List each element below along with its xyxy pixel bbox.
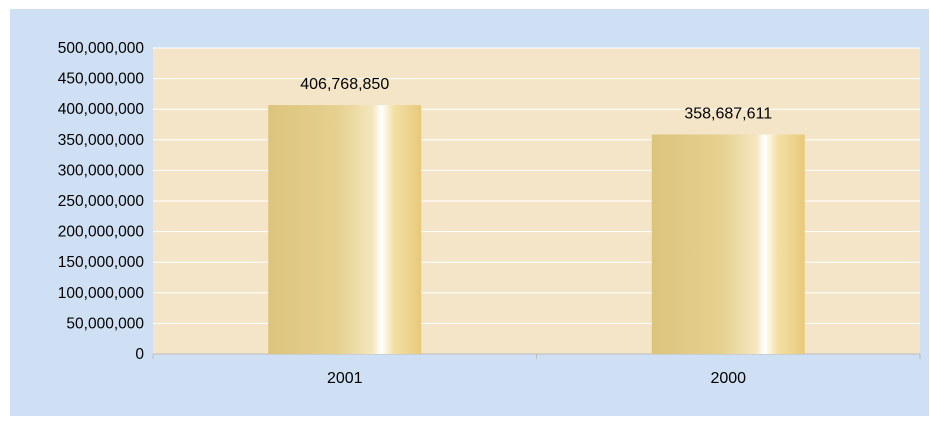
y-tick-label: 100,000,000: [58, 285, 145, 302]
chart-svg: 0 50,000,000 100,000,000 150,000,000 200,000…: [10, 9, 929, 416]
y-tick-label: 350,000,000: [58, 132, 145, 149]
y-tick-label: 500,000,000: [58, 40, 145, 57]
bar-chart: 0 50,000,000 100,000,000 150,000,000 200,000…: [10, 9, 929, 416]
x-tick-label: 2000: [710, 370, 746, 387]
data-label: 358,687,611: [684, 105, 772, 122]
y-tick-label: 250,000,000: [58, 193, 145, 210]
bar: [651, 134, 805, 354]
x-tick-label: 2001: [327, 370, 363, 387]
y-tick-label: 0: [135, 346, 144, 363]
data-label: 406,768,850: [300, 76, 389, 93]
bar: [268, 105, 422, 354]
y-tick-label: 300,000,000: [58, 162, 145, 179]
y-tick-label: 400,000,000: [58, 101, 145, 118]
y-tick-label: 150,000,000: [58, 254, 145, 271]
y-tick-label: 50,000,000: [66, 315, 144, 332]
y-tick-label: 450,000,000: [58, 71, 145, 88]
y-tick-label: 200,000,000: [58, 224, 145, 241]
